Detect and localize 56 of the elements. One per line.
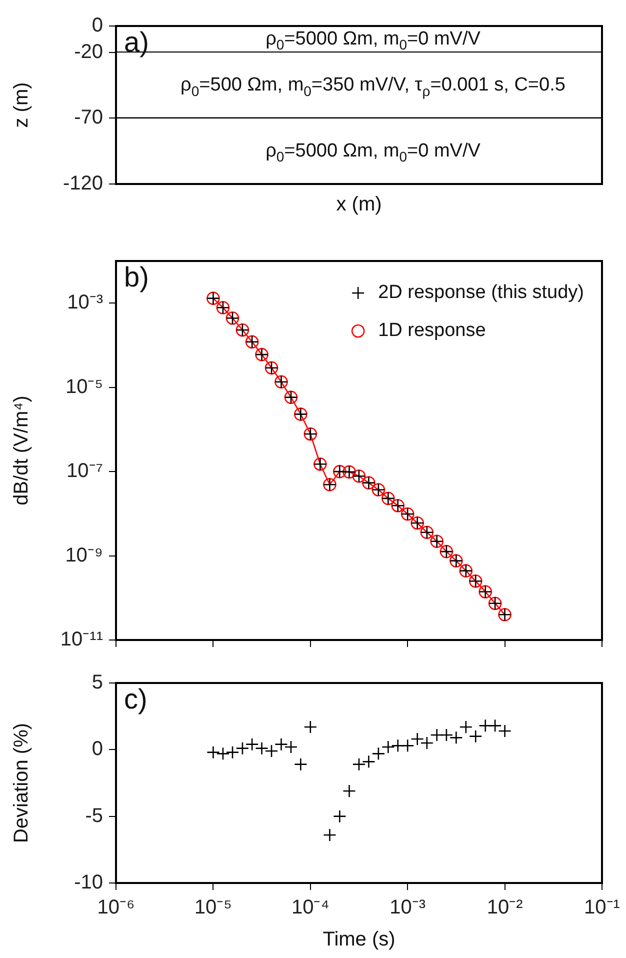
point — [382, 740, 395, 754]
x-tick-label: 10⁻³ — [390, 896, 426, 919]
y-tick-label: -70 — [74, 106, 103, 129]
point — [274, 738, 288, 751]
point — [459, 720, 473, 734]
y-tick-label: -20 — [74, 40, 103, 63]
x-tick-label: 10⁻¹ — [584, 896, 620, 919]
point — [450, 731, 463, 744]
point — [362, 755, 376, 768]
legend-label: 1D response — [378, 320, 486, 342]
y-axis-title: Deviation (%) — [10, 722, 33, 844]
x-tick-label: 10⁻² — [486, 896, 524, 919]
x-tick-label: 10⁻⁴ — [291, 896, 330, 919]
point — [206, 746, 220, 759]
point — [216, 747, 230, 760]
legend-label: 2D response (this study) — [378, 282, 584, 304]
point — [400, 739, 414, 752]
x-tick-label: 10⁻⁵ — [194, 896, 232, 919]
point — [372, 747, 386, 760]
point — [304, 720, 318, 734]
point — [488, 719, 502, 732]
point — [440, 728, 454, 742]
point — [255, 742, 268, 755]
point — [333, 810, 346, 823]
y-tick-label: 10⁻⁵ — [65, 376, 103, 398]
y-tick-label: 5 — [92, 672, 103, 694]
chart-title: a) — [124, 26, 149, 58]
x-axis-title: Time (s) — [322, 928, 396, 951]
point — [342, 784, 356, 798]
chart-title: c) — [124, 684, 148, 715]
y-tick-label: -5 — [85, 804, 103, 827]
y-tick-label: -10 — [74, 872, 103, 894]
point — [284, 740, 298, 754]
x-axis-title: x (m) — [336, 194, 382, 216]
y-axis-title: dB/dt (V/m⁴) — [10, 396, 33, 506]
point — [264, 744, 278, 758]
y-tick-label: -120 — [62, 172, 103, 195]
y-tick-label: 10⁻³ — [67, 292, 104, 314]
point — [352, 758, 366, 771]
point — [420, 736, 434, 750]
point — [245, 738, 259, 751]
y-tick-label: 10⁻⁹ — [65, 544, 103, 566]
chart-title: b) — [124, 262, 149, 293]
point — [294, 758, 308, 771]
point — [468, 730, 482, 743]
y-axis-title: z (m) — [10, 82, 33, 128]
y-tick-label: 10⁻¹¹ — [60, 628, 104, 651]
x-tick-label: 10⁻⁶ — [97, 896, 135, 919]
point — [410, 732, 424, 746]
point — [236, 742, 250, 755]
y-tick-label: 0 — [92, 14, 103, 37]
y-tick-label: 0 — [92, 738, 103, 760]
point — [226, 746, 240, 759]
point — [323, 828, 336, 842]
point — [498, 724, 512, 738]
y-tick-label: 10⁻⁷ — [66, 460, 103, 482]
